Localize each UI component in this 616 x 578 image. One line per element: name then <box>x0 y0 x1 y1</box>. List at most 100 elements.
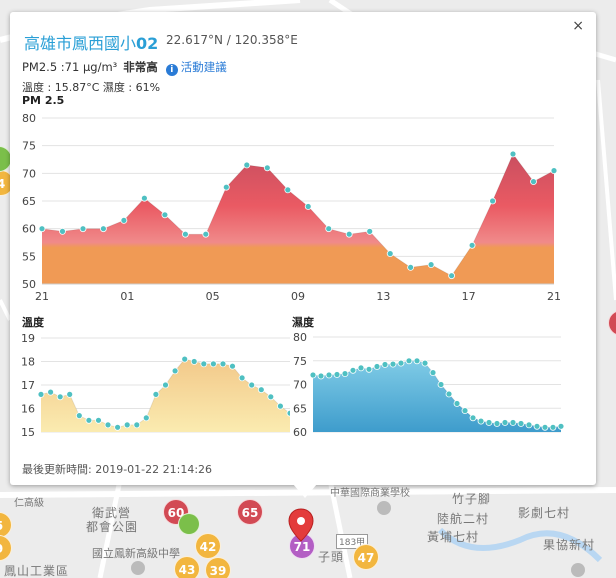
data-point[interactable] <box>309 371 317 379</box>
data-point[interactable] <box>200 360 208 368</box>
data-point[interactable] <box>550 167 558 174</box>
data-point[interactable] <box>181 355 189 363</box>
data-point[interactable] <box>427 261 435 269</box>
data-point[interactable] <box>501 419 509 426</box>
data-point[interactable] <box>114 423 121 431</box>
data-point[interactable] <box>429 369 437 376</box>
data-point[interactable] <box>333 371 341 378</box>
data-point[interactable] <box>243 161 251 169</box>
data-point[interactable] <box>85 416 93 424</box>
data-point[interactable] <box>276 402 284 410</box>
data-point[interactable] <box>493 420 501 427</box>
data-point[interactable] <box>389 360 397 368</box>
info-icon[interactable]: i <box>165 64 178 76</box>
data-point[interactable] <box>373 363 381 370</box>
data-point[interactable] <box>286 409 290 417</box>
data-point[interactable] <box>349 366 357 374</box>
data-point[interactable] <box>284 186 292 194</box>
station-marker[interactable]: 42 <box>195 533 221 559</box>
data-point[interactable] <box>38 225 46 233</box>
data-point[interactable] <box>219 360 227 368</box>
data-point[interactable] <box>317 372 325 380</box>
data-point[interactable] <box>325 371 333 379</box>
data-point[interactable] <box>525 421 533 429</box>
data-point[interactable] <box>229 362 236 370</box>
data-point[interactable] <box>437 381 445 388</box>
data-point[interactable] <box>140 194 148 202</box>
data-point[interactable] <box>123 421 131 429</box>
data-point[interactable] <box>47 388 54 396</box>
data-point[interactable] <box>448 272 456 280</box>
data-point[interactable] <box>397 359 405 367</box>
data-point[interactable] <box>489 197 497 205</box>
data-point[interactable] <box>557 422 565 430</box>
close-button[interactable]: × <box>572 18 584 34</box>
station-marker-selected[interactable]: 71 <box>289 533 315 559</box>
data-point[interactable] <box>357 364 365 372</box>
data-point[interactable] <box>202 230 210 238</box>
data-point[interactable] <box>549 423 557 431</box>
data-point[interactable] <box>453 400 461 407</box>
data-point[interactable] <box>142 414 150 422</box>
data-point[interactable] <box>79 225 87 233</box>
data-point[interactable] <box>56 393 64 401</box>
data-point[interactable] <box>37 391 45 398</box>
station-marker[interactable]: 43 <box>174 556 200 578</box>
data-point[interactable] <box>485 419 493 426</box>
data-point[interactable] <box>407 263 415 271</box>
data-point[interactable] <box>345 230 353 238</box>
y-tick-label: 80 <box>293 331 307 344</box>
data-point[interactable] <box>75 412 83 419</box>
data-point[interactable] <box>509 150 517 158</box>
data-point[interactable] <box>162 381 169 389</box>
data-point[interactable] <box>541 423 549 431</box>
data-point[interactable] <box>386 250 394 258</box>
x-tick-label: 21 <box>547 290 561 303</box>
data-point[interactable] <box>209 360 217 368</box>
data-point[interactable] <box>190 358 198 365</box>
series-area <box>42 154 554 284</box>
data-point[interactable] <box>59 228 66 235</box>
data-point[interactable] <box>104 421 112 429</box>
data-point[interactable] <box>468 241 476 249</box>
data-point[interactable] <box>445 390 453 398</box>
data-point[interactable] <box>238 374 246 382</box>
station-marker[interactable]: 65 <box>237 499 263 525</box>
data-point[interactable] <box>66 391 74 398</box>
data-point[interactable] <box>248 381 256 389</box>
data-point[interactable] <box>405 357 413 365</box>
series-area <box>313 360 561 432</box>
data-point[interactable] <box>152 391 160 398</box>
y-tick-label: 55 <box>22 250 36 263</box>
data-point[interactable] <box>95 416 102 424</box>
station-marker[interactable]: 47 <box>353 544 379 570</box>
data-point[interactable] <box>263 164 271 172</box>
data-point[interactable] <box>413 357 421 365</box>
data-point[interactable] <box>421 359 429 367</box>
data-point[interactable] <box>517 420 525 427</box>
data-point[interactable] <box>100 225 107 233</box>
data-point[interactable] <box>161 211 169 219</box>
data-point[interactable] <box>267 393 275 401</box>
data-point[interactable] <box>171 367 179 375</box>
station-marker[interactable]: 39 <box>205 557 231 578</box>
data-point[interactable] <box>533 422 541 430</box>
data-point[interactable] <box>366 228 374 235</box>
data-point[interactable] <box>120 217 128 224</box>
data-point[interactable] <box>325 225 333 233</box>
station-marker-small[interactable] <box>178 513 200 535</box>
data-point[interactable] <box>304 203 312 210</box>
data-point[interactable] <box>222 183 230 191</box>
data-point[interactable] <box>181 230 189 238</box>
data-point[interactable] <box>381 361 389 368</box>
data-point[interactable] <box>365 365 373 373</box>
data-point[interactable] <box>469 414 477 422</box>
data-point[interactable] <box>477 417 485 425</box>
data-point[interactable] <box>257 386 265 394</box>
data-point[interactable] <box>133 421 141 429</box>
data-point[interactable] <box>461 407 469 414</box>
data-point[interactable] <box>530 178 537 185</box>
data-point[interactable] <box>341 370 349 377</box>
activity-advice-link[interactable]: 活動建議 <box>180 60 227 74</box>
data-point[interactable] <box>509 419 517 426</box>
